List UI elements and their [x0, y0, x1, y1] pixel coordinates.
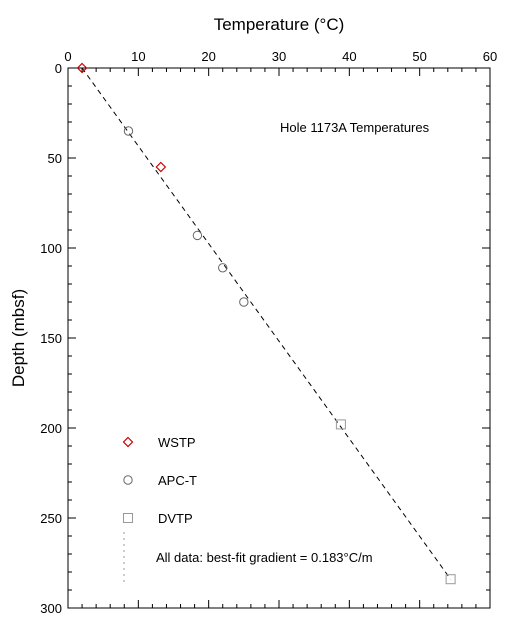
x-tick-label: 40 [342, 49, 356, 64]
x-tick-label: 60 [483, 49, 497, 64]
x-tick-label: 10 [131, 49, 145, 64]
x-axis-title: Temperature (°C) [214, 15, 345, 34]
data-point-apc-t [192, 230, 203, 241]
legend-label: WSTP [158, 435, 196, 450]
legend-label: APC-T [158, 473, 197, 488]
y-tick-label: 0 [55, 61, 62, 76]
chart-annotation: Hole 1173A Temperatures [280, 120, 430, 135]
y-axis-ticks: 0 50 100 150 200 250 300 [40, 61, 490, 616]
plot-frame [67, 67, 491, 609]
x-tick-label: 50 [412, 49, 426, 64]
x-axis-ticks: 0 10 20 30 40 50 60 [64, 49, 497, 608]
data-point-wstp [155, 161, 167, 173]
data-point-wstp [76, 62, 88, 74]
legend-marker-dvtp [123, 513, 133, 523]
y-tick-label: 300 [40, 601, 62, 616]
x-tick-label: 30 [272, 49, 286, 64]
y-tick-label: 50 [48, 151, 62, 166]
data-point-dvtp [335, 419, 346, 430]
x-tick-label: 0 [64, 49, 71, 64]
legend-marker-wstp [122, 436, 134, 448]
legend: WSTP APC-T DVTP All data: best-fit gradient… [122, 435, 373, 582]
data-point-dvtp [445, 574, 456, 585]
legend-label: DVTP [158, 511, 193, 526]
y-tick-label: 150 [40, 331, 62, 346]
data-point-apc-t [123, 126, 134, 136]
y-tick-label: 200 [40, 421, 62, 436]
y-axis-title: Depth (mbsf) [9, 289, 28, 387]
best-fit-line [81, 67, 452, 580]
y-tick-label: 100 [40, 241, 62, 256]
legend-fit-label: All data: best-fit gradient = 0.183°C/m [156, 550, 373, 565]
data-point-apc-t [218, 263, 228, 273]
legend-marker-apc-t [123, 475, 133, 485]
x-tick-label: 20 [201, 49, 215, 64]
data-points [76, 62, 456, 585]
y-tick-label: 250 [40, 511, 62, 526]
data-point-apc-t [239, 297, 249, 307]
